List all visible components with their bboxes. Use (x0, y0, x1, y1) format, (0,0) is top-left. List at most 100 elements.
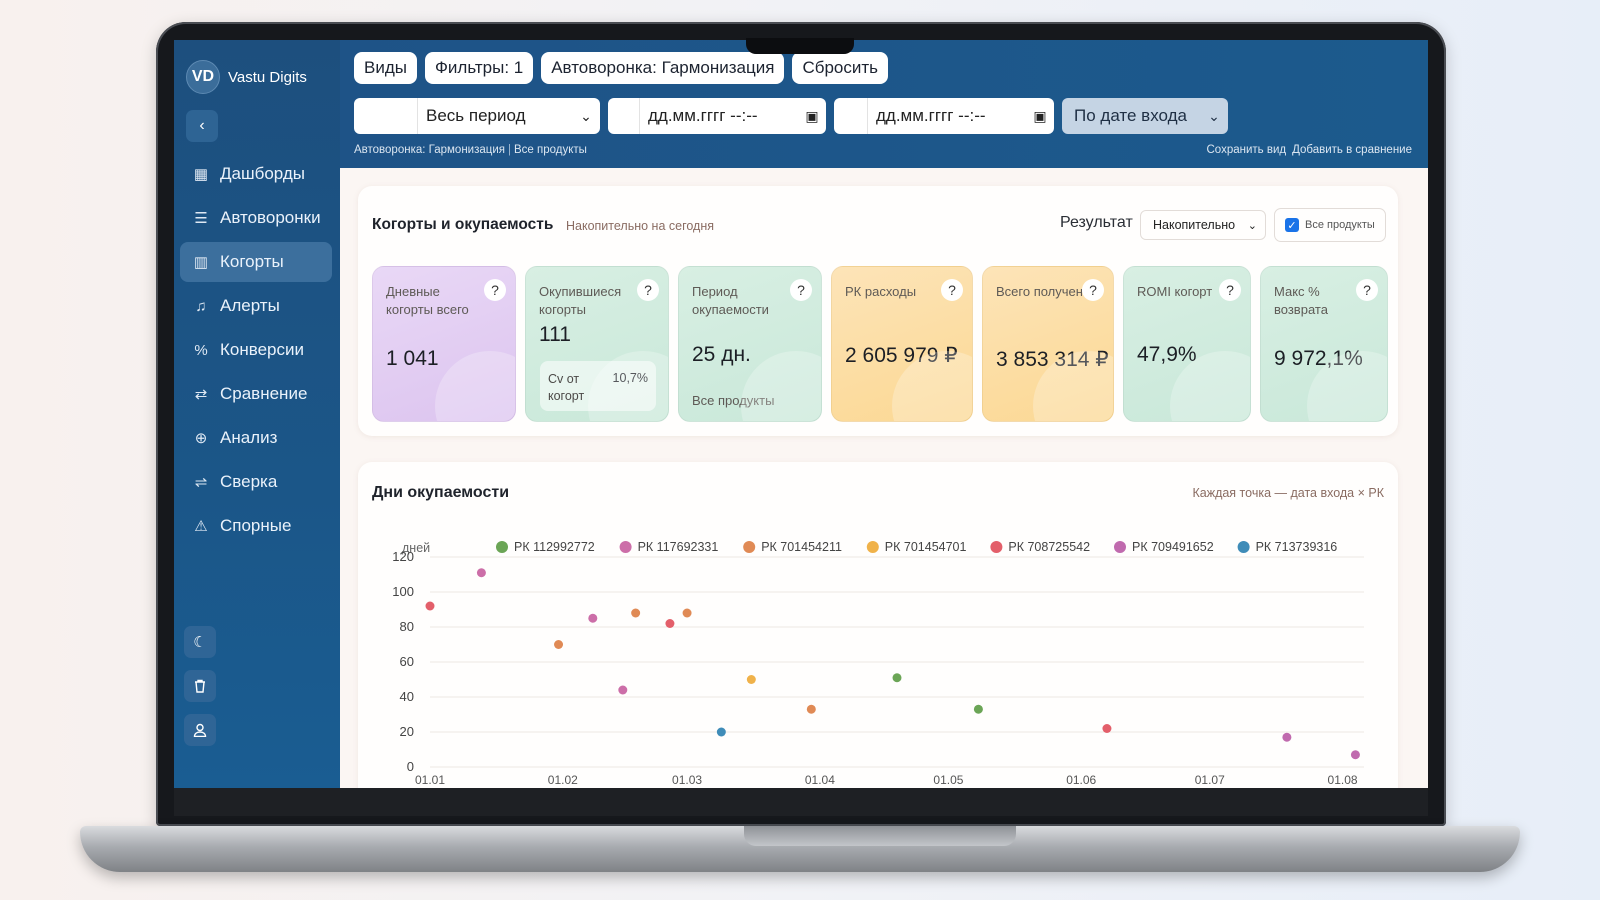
x-tick-label: 01.08 (1328, 773, 1358, 787)
sidebar-item-label: Анализ (220, 428, 278, 447)
breadcrumb-products[interactable]: Все продукты (514, 144, 587, 156)
save-view-link[interactable]: Сохранить вид (1206, 144, 1287, 156)
x-tick-label: 01.02 (548, 773, 578, 787)
chevron-down-icon: ⌄ (1208, 107, 1220, 124)
base-groove (744, 826, 1016, 846)
help-icon[interactable]: ? (790, 279, 812, 301)
kpi-label: Период окупаемости (692, 284, 769, 317)
sidebar-item-analysis[interactable]: ⊕ Анализ (180, 418, 332, 458)
chart-title: Дни окупаемости (372, 484, 510, 501)
brand-logo: VD (186, 60, 220, 94)
sidebar-item-label: Конверсии (220, 340, 304, 359)
sidebar-item-label: Алерты (220, 296, 280, 315)
sidebar-item-alerts[interactable]: ♫ Алерты (180, 286, 332, 326)
y-tick-label: 60 (400, 654, 414, 669)
data-point (682, 608, 692, 618)
period-select[interactable]: Весь период ⌄ (354, 98, 600, 134)
sidebar-item-label: Автоворонки (220, 208, 321, 227)
moon-icon: ☾ (193, 634, 207, 651)
profile-button[interactable] (184, 714, 216, 746)
app-screen: VD Vastu Digits ‹ ▦ Дашборды ☰ Автоворон… (174, 40, 1428, 788)
help-icon[interactable]: ? (941, 279, 963, 301)
brand-name: Vastu Digits (228, 68, 307, 86)
legend-label: РК 117692331 (638, 540, 719, 554)
period-value: Весь период (426, 106, 526, 125)
breadcrumb: Автоворонка: Гармонизация | Все продукты (354, 144, 587, 156)
theme-toggle-button[interactable]: ☾ (184, 626, 216, 658)
data-point (973, 704, 983, 714)
data-point (1350, 750, 1360, 760)
sidebar-item-label: Дашборды (220, 164, 305, 183)
data-point (1282, 732, 1292, 742)
legend-label: РК 709491652 (1132, 540, 1214, 554)
kpi-label: Дневные когорты всего (386, 284, 469, 317)
kpi-value: 47,9% (1137, 343, 1197, 366)
zoom-icon: ⊕ (194, 430, 208, 447)
checkbox-checked-icon[interactable]: ✓ (1285, 218, 1299, 232)
y-tick-label: 100 (392, 584, 414, 599)
kpi-value: 111 (539, 323, 571, 346)
reset-chip[interactable]: Сбросить (792, 52, 889, 84)
cohort-chart-icon: ▥ (193, 254, 209, 271)
data-point (476, 568, 486, 578)
views-chip[interactable]: Виды (354, 52, 417, 84)
sidebar-item-funnels[interactable]: ☰ Автоворонки (180, 198, 332, 238)
sidebar-item-cohorts[interactable]: ▥ Когорты (180, 242, 332, 282)
sidebar-item-conversions[interactable]: % Конверсии (180, 330, 332, 370)
data-point (618, 685, 628, 695)
dashboard-icon: ▦ (193, 166, 209, 183)
all-products-label: Все продукты (1305, 219, 1375, 231)
collapse-sidebar-button[interactable]: ‹ (186, 110, 218, 142)
brand[interactable]: VD Vastu Digits (186, 60, 307, 94)
chart-note: Каждая точка — дата входа × РК (1192, 486, 1384, 500)
laptop-base (80, 826, 1520, 872)
sidebar-item-label: Сверка (220, 472, 278, 491)
kpi-ad-spend: РК расходы ? 2 605 979 ₽ (831, 266, 973, 422)
kpi-romi: ROMI когорт ? 47,9% (1123, 266, 1251, 422)
reconcile-icon: ⇌ (194, 474, 208, 491)
add-compare-link[interactable]: Добавить в сравнение (1292, 144, 1412, 156)
help-icon[interactable]: ? (1082, 279, 1104, 301)
result-label: Результат (1060, 214, 1133, 231)
sidebar-nav: ▦ Дашборды ☰ Автоворонки ▥ Когорты ♫ Але… (180, 154, 332, 550)
calendar-icon[interactable]: ▣ (805, 107, 819, 124)
y-tick-label: 20 (400, 724, 414, 739)
legend-marker (1114, 541, 1126, 553)
sidebar-item-disputed[interactable]: ⚠ Спорные (180, 506, 332, 546)
calendar-icon[interactable]: ▣ (1033, 107, 1047, 124)
kpi-label: Окупившиеся когорты (539, 284, 622, 317)
result-select[interactable]: Накопительно ⌄ (1140, 210, 1266, 240)
trash-button[interactable] (184, 670, 216, 702)
date-to-input[interactable]: дд.мм.гггг --:-- ▣ (834, 98, 1054, 134)
legend-label: РК 713739316 (1256, 540, 1338, 554)
chevron-down-icon: ⌄ (1247, 219, 1257, 232)
sidebar-item-comparison[interactable]: ⇄ Сравнение (180, 374, 332, 414)
legend-marker (1237, 541, 1250, 553)
date-from-input[interactable]: дд.мм.гггг --:-- ▣ (608, 98, 826, 134)
bottom-bezel (174, 788, 1428, 816)
help-icon[interactable]: ? (484, 279, 506, 301)
mode-value: По дате входа (1074, 106, 1187, 125)
help-icon[interactable]: ? (1356, 279, 1378, 301)
y-tick-label: 40 (400, 689, 414, 704)
y-axis-label: дней (402, 541, 430, 555)
date-to-prefix (834, 98, 868, 134)
all-products-toggle[interactable]: ✓ Все продукты (1274, 208, 1386, 242)
y-tick-label: 0 (407, 759, 414, 774)
help-icon[interactable]: ? (637, 279, 659, 301)
cohort-kpi-card: Когорты и окупаемость Накопительно на се… (358, 186, 1398, 436)
sidebar-item-reconcile[interactable]: ⇌ Сверка (180, 462, 332, 502)
funnel-chip[interactable]: Автоворонка: Гармонизация (541, 52, 785, 84)
data-point (554, 640, 564, 649)
help-icon[interactable]: ? (1219, 279, 1241, 301)
data-point (425, 601, 435, 611)
date-from-prefix (608, 98, 640, 134)
legend-label: РК 112992772 (514, 540, 595, 554)
payback-chart-card: Дни окупаемости Каждая точка — дата вход… (358, 462, 1398, 788)
sidebar-item-dashboards[interactable]: ▦ Дашборды (180, 154, 332, 194)
period-prefix (354, 98, 418, 134)
filters-chip[interactable]: Фильтры: 1 (424, 52, 534, 84)
breadcrumb-funnel[interactable]: Автоворонка: Гармонизация (354, 144, 506, 156)
mode-select[interactable]: По дате входа ⌄ (1062, 98, 1228, 134)
section-subtitle: Накопительно на сегодня (566, 219, 715, 233)
